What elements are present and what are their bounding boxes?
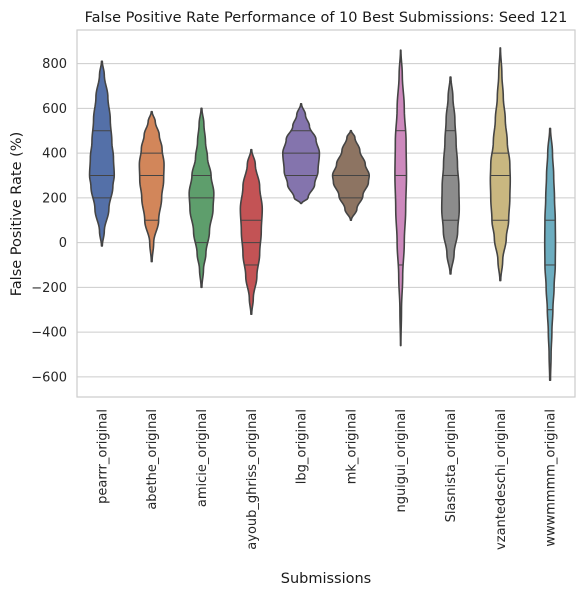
- violin-body: [138, 110, 165, 263]
- y-tick-label: 0: [59, 236, 67, 251]
- violin-body: [239, 148, 264, 315]
- y-axis-label: False Positive Rate (%): [9, 132, 25, 296]
- violin-body: [88, 60, 116, 247]
- x-tick-label: Slasnista_original: [444, 409, 459, 522]
- plot-frame: [76, 29, 576, 398]
- y-tick-label: 200: [42, 191, 67, 206]
- violin-body: [394, 49, 408, 347]
- violin-body: [543, 127, 557, 382]
- x-tick-label: pearrr_original: [95, 409, 110, 504]
- y-tick-label: 400: [42, 147, 67, 162]
- x-tick-label: ayoub_ghriss_original: [245, 409, 260, 550]
- x-tick-label: abethe_original: [145, 409, 160, 510]
- x-tick-label: wwwmmmm_original: [544, 409, 559, 547]
- violin-body: [489, 47, 512, 282]
- x-tick-label: mk_original: [344, 409, 359, 484]
- x-tick-labels: pearrr_original abethe_original amicie_ori…: [95, 409, 558, 550]
- y-tick-label: −200: [31, 281, 67, 296]
- y-tick-label: 600: [42, 102, 67, 117]
- x-tick-label: lbg_original: [295, 409, 310, 484]
- chart-title: False Positive Rate Performance of 10 Be…: [85, 10, 568, 26]
- violin-body: [281, 103, 321, 205]
- x-tick-label: vzantedeschi_original: [494, 409, 509, 550]
- y-tick-label: −400: [31, 326, 67, 341]
- violins: [88, 47, 557, 382]
- x-axis-label: Submissions: [281, 571, 372, 587]
- y-tick-label: 800: [42, 57, 67, 72]
- y-tick-label: −600: [31, 370, 67, 385]
- x-tick-label: amicie_original: [195, 409, 210, 507]
- y-tick-labels: 800 600 400 200 0 −200 −400 −600: [31, 57, 67, 385]
- x-tick-label: nguigui_original: [394, 409, 409, 513]
